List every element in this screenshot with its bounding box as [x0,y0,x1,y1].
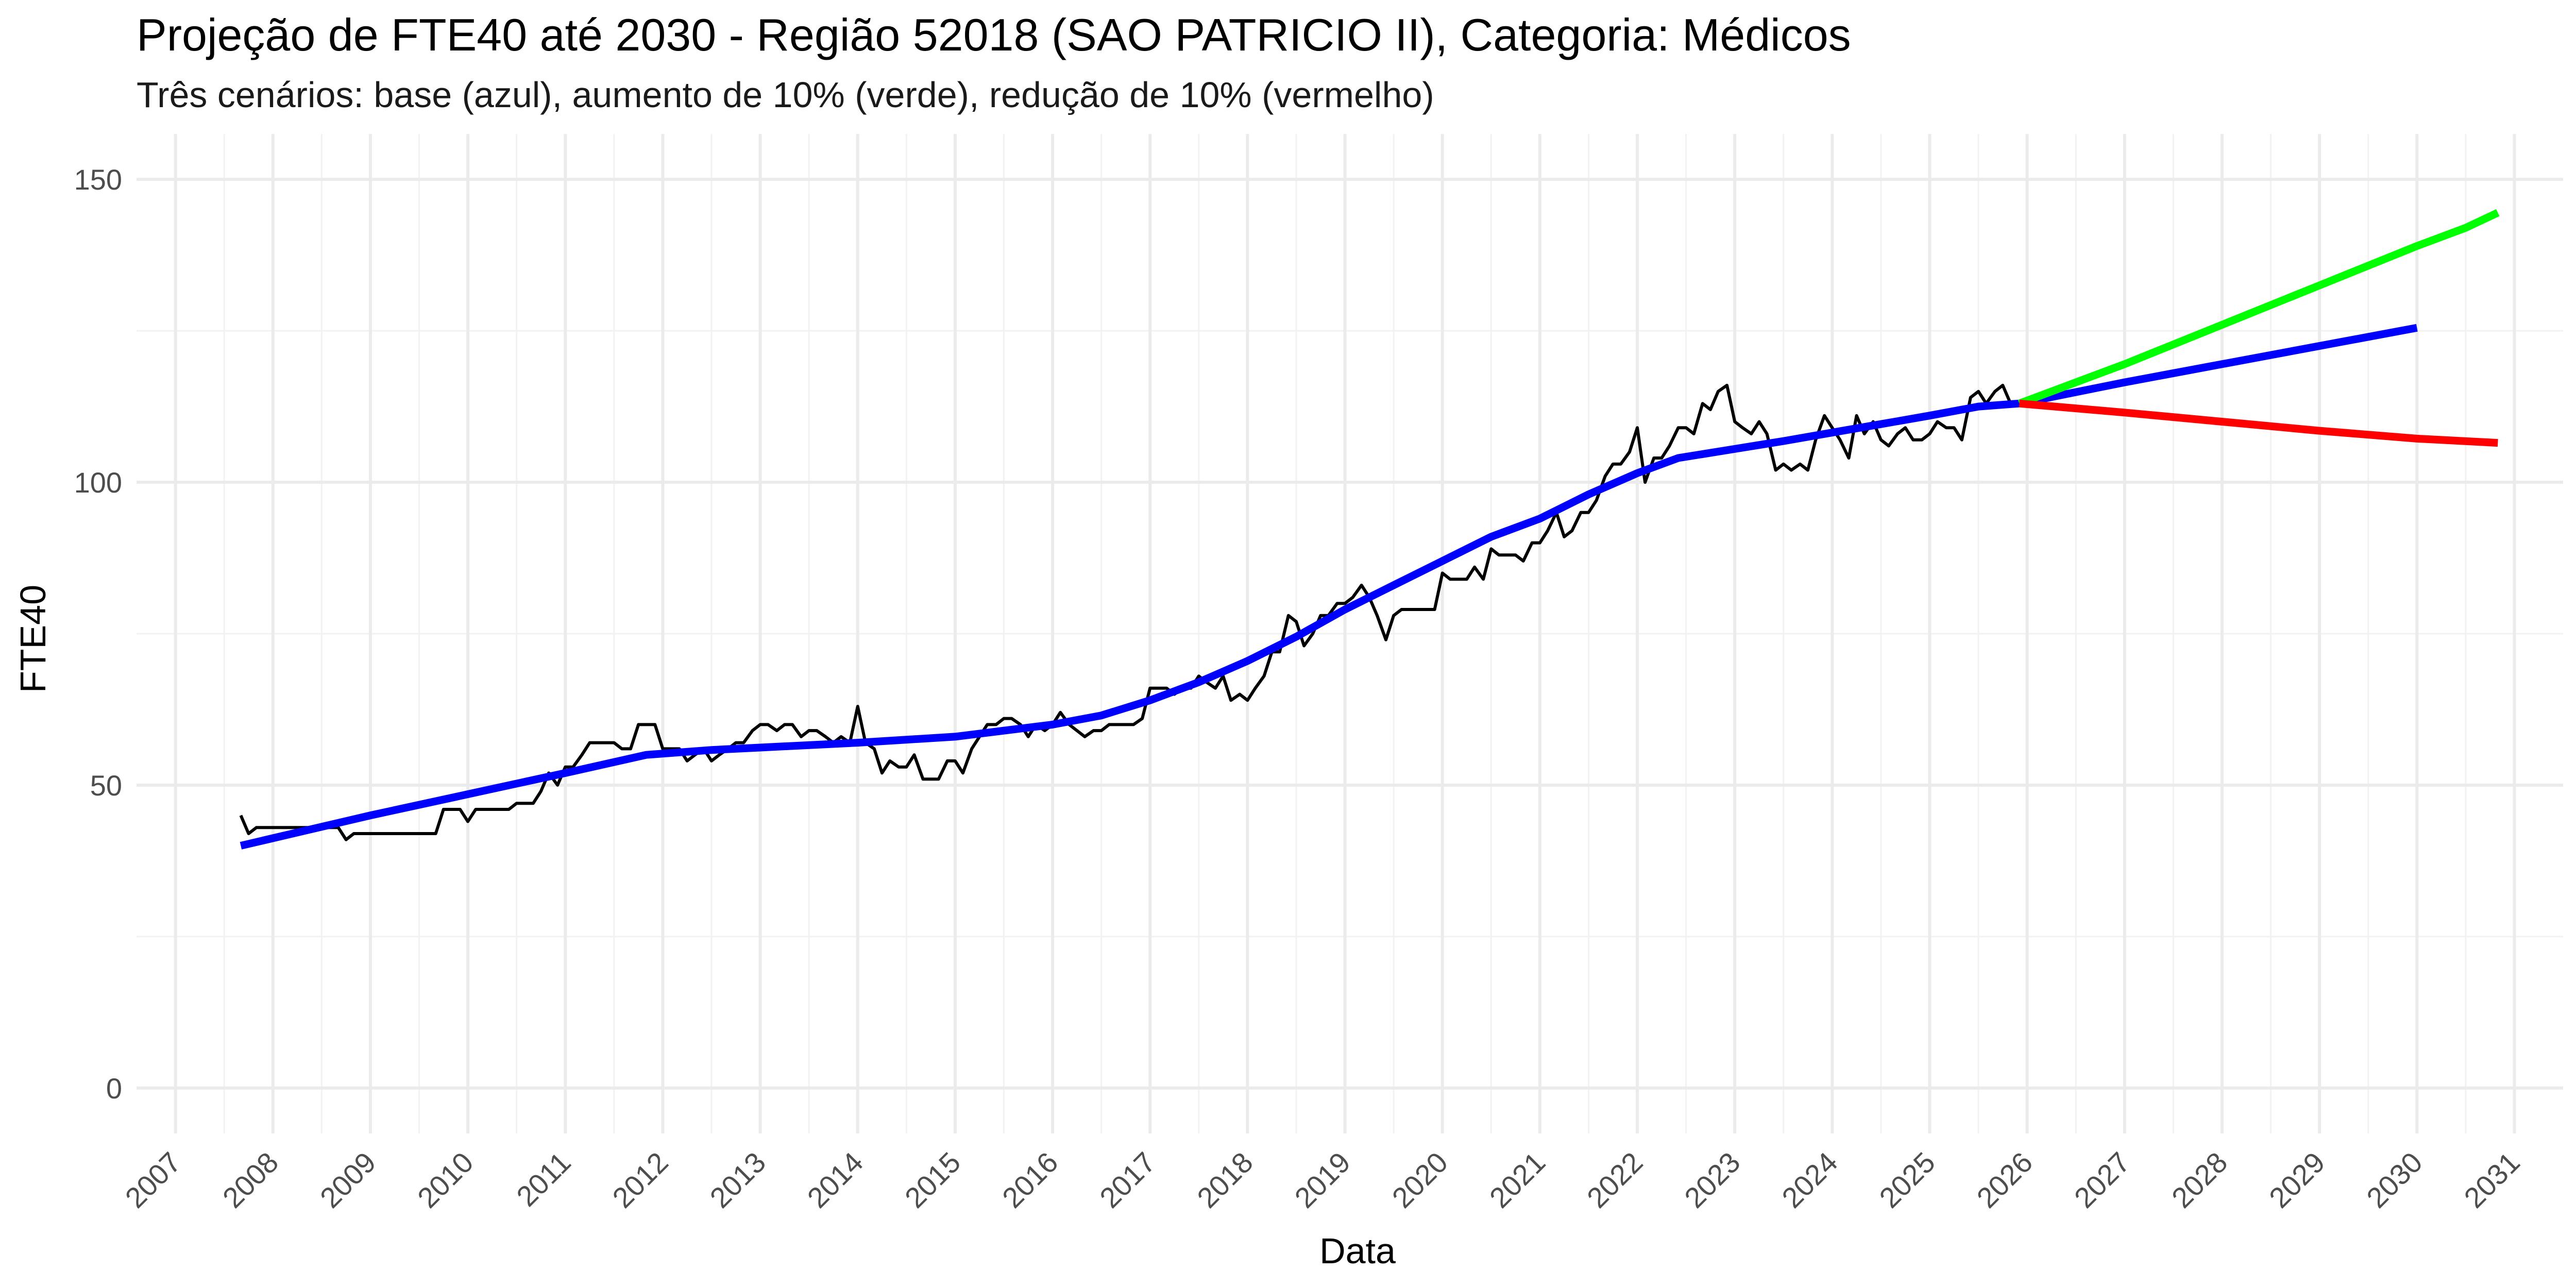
series-layer [239,209,2500,850]
chart-subtitle: Três cenários: base (azul), aumento de 1… [137,75,1434,115]
grid [137,134,2563,1133]
chart-title: Projeção de FTE40 até 2030 - Região 5201… [137,9,1851,60]
y-tick-label: 100 [74,466,122,499]
y-tick-label: 150 [74,163,122,196]
base-scenario-line [240,324,2418,850]
observed-series-line [239,383,2012,841]
y-tick-label: 0 [106,1072,122,1105]
y-tick-labels: 0 50 100 150 [74,163,122,1105]
increase-scenario-line [2018,209,2500,408]
decrease-scenario-line [2019,399,2498,447]
y-tick-label: 50 [90,769,122,802]
x-axis-title: Data [1319,1231,1396,1271]
y-axis-title: FTE40 [13,585,53,693]
